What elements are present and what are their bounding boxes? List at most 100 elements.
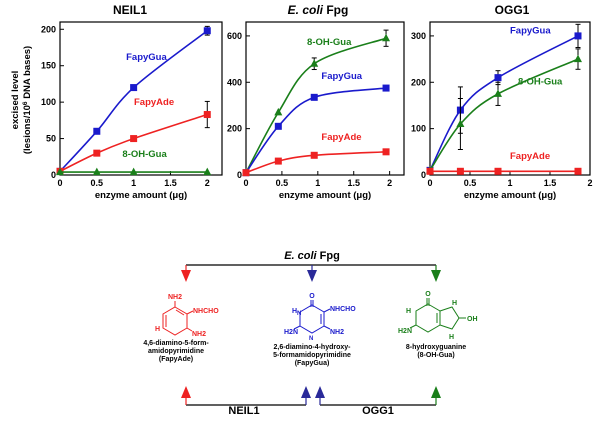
arrow-to-fapygua <box>307 270 317 282</box>
point-8-oh-gua <box>92 167 101 176</box>
ogg1-arrow-8ohgua <box>431 386 441 398</box>
x-tick-label: 0.5 <box>91 178 104 188</box>
atom-label: O <box>425 291 431 298</box>
y-tick-label: 200 <box>227 124 242 134</box>
structure-8ohgua: O H H OH H2N H 8-hydroxyguanine (8-OH-Gu… <box>398 291 478 359</box>
pyrimidine-ring <box>299 304 325 334</box>
atom-label: H2N <box>398 328 412 335</box>
series-line-fapygua <box>429 35 579 171</box>
point-fapyade <box>242 169 250 177</box>
x-axis-label: enzyme amount (μg) <box>95 190 187 201</box>
plot-area-fpg: 0 0.5 1 1.5 2 0 200 400 600 8-OH-Gua FapyGua FapyAd… <box>227 29 392 188</box>
series-line-fapyade <box>59 113 208 173</box>
point-fapyade <box>456 167 464 175</box>
neil1-arrow-fapygua <box>301 386 311 398</box>
compound-caption: 5-formamidopyrimidine <box>273 352 351 359</box>
y-tick-label: 50 <box>46 134 56 144</box>
series-line-8-oh-gua <box>429 58 579 171</box>
point-fapyade <box>574 167 582 175</box>
y-tick-label: 200 <box>411 77 426 87</box>
compound-caption: 2,6-diamino-4-hydroxy- <box>273 344 351 351</box>
series-line-fapyade <box>245 151 387 174</box>
x-tick-label: 0.5 <box>276 178 289 188</box>
x-axis-label: enzyme amount (μg) <box>279 190 371 201</box>
point-fapyade <box>203 111 211 119</box>
atom-label: NH2 <box>330 329 344 336</box>
neil1-arrow-fapyade <box>181 386 191 398</box>
arrow-to-8ohgua <box>431 270 441 282</box>
point-fapygua <box>494 74 502 82</box>
atom-label: H <box>155 326 160 333</box>
structure-fapygua: O NHCHO NH2 H2N H N N 2,6-diamino-4-hydr… <box>273 293 356 367</box>
compound-caption: 8-hydroxyguanine <box>406 344 466 351</box>
point-fapyade <box>494 167 502 175</box>
atom-label: NHCHO <box>330 306 356 313</box>
x-tick-label: 2 <box>205 178 210 188</box>
bond <box>323 308 331 313</box>
point-8-oh-gua <box>203 167 212 176</box>
x-tick-label: 1 <box>507 178 512 188</box>
y-tick-label: 100 <box>41 97 56 107</box>
pathway-diagram: E. coli Fpg NEIL1 OGG1 NH2 NHCHO <box>143 250 477 417</box>
compound-caption: 4,6-diamino-5-form- <box>143 340 209 347</box>
x-tick-label: 2 <box>387 178 392 188</box>
point-fapygua <box>93 127 101 135</box>
atom-label: NH2 <box>192 331 206 338</box>
bond <box>186 327 193 332</box>
y-tick-label: 100 <box>411 124 426 134</box>
atom-label: H <box>449 334 454 341</box>
point-fapyade <box>310 151 318 159</box>
x-tick-label: 0 <box>427 178 432 188</box>
structure-fapyade: NH2 NHCHO NH2 H 4,6-diamino-5-form- amid… <box>143 294 219 363</box>
series-label-8-oh-gua: 8-OH-Gua <box>307 37 352 48</box>
x-tick-label: 1 <box>315 178 320 188</box>
x-axis-label: enzyme amount (μg) <box>464 190 556 201</box>
plot-frame <box>59 21 223 176</box>
enzyme-label-neil1: NEIL1 <box>228 405 259 417</box>
point-fapyade <box>274 157 282 165</box>
atom-label: N <box>297 311 301 317</box>
y-tick-label: 0 <box>51 170 56 180</box>
point-8-oh-gua <box>382 33 391 42</box>
point-fapygua <box>203 27 211 35</box>
bond <box>293 325 301 330</box>
panel-title-fpg: E. coli Fpg <box>288 3 349 17</box>
point-8-oh-gua <box>56 167 64 176</box>
series-label-fapygua: FapyGua <box>510 26 551 37</box>
point-8-oh-gua <box>494 89 502 97</box>
point-fapyade <box>382 148 390 156</box>
point-fapygua <box>274 122 282 130</box>
panel-fpg: E. coli Fpg 0 0.5 1 1.5 2 0 200 400 600 8-OH-Gua F… <box>227 3 405 201</box>
pyrimidine-ring <box>415 303 441 333</box>
series-line-fapygua <box>59 30 208 172</box>
y-tick-label: 600 <box>227 31 242 41</box>
enzyme-label-ogg1: OGG1 <box>362 405 394 417</box>
x-tick-label: 1.5 <box>544 178 557 188</box>
point-fapyade <box>130 135 138 143</box>
x-tick-label: 0 <box>57 178 62 188</box>
atom-label: OH <box>467 316 478 323</box>
atom-label: H <box>292 308 297 315</box>
atom-label: N <box>309 336 313 342</box>
series-line-fapygua <box>245 87 387 174</box>
point-8-oh-gua <box>274 107 283 116</box>
ogg1-arrow-fapygua <box>315 386 325 398</box>
panel-neil1: NEIL1 0 0.5 1 1.5 2 0 50 100 150 200 FapyGua FapyAd… <box>10 3 223 201</box>
y-axis-label: excised level (lesions/106 DNA bases) <box>10 46 33 154</box>
compound-caption: (8-OH-Gua) <box>417 352 454 359</box>
panel-ogg1: OGG1 0 0.5 1 1.5 2 0 100 200 300 FapyGua 8-OH-Gua F… <box>411 3 593 201</box>
arrow-to-fapyade <box>181 270 191 282</box>
series-line-8-oh-gua <box>245 37 387 174</box>
point-fapygua <box>130 84 138 92</box>
x-tick-label: 1.5 <box>347 178 360 188</box>
y-tick-label: 150 <box>41 61 56 71</box>
diagram-top-label: E. coli Fpg <box>284 250 340 262</box>
point-8-oh-gua <box>456 119 465 127</box>
point-fapyade <box>93 149 101 157</box>
y-axis-label-line1: excised level <box>10 71 21 130</box>
x-tick-label: 1 <box>131 178 136 188</box>
series-label-8-oh-gua: 8-OH-Gua <box>122 149 167 160</box>
x-tick-label: 1.5 <box>164 178 177 188</box>
pyrimidine-ring <box>162 306 188 336</box>
